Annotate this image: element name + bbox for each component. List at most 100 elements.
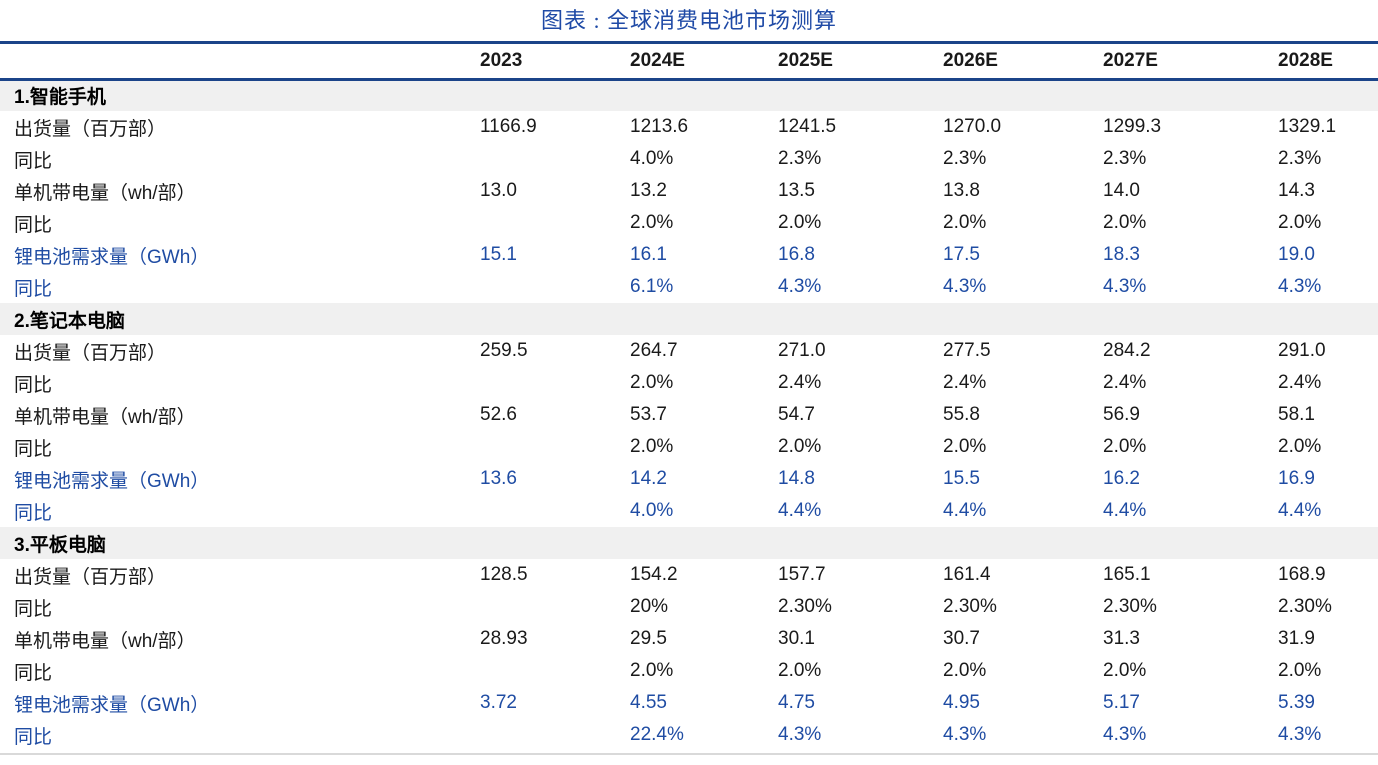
table-row-capacity: 单机带电量（wh/部） 13.0 13.2 13.5 13.8 14.0 14.…	[0, 175, 1378, 207]
cell-value: 53.7	[630, 404, 667, 425]
table-row-yoy: 同比 22.4% 4.3% 4.3% 4.3% 4.3%	[0, 719, 1378, 751]
table-row-yoy: 同比 2.0% 2.4% 2.4% 2.4% 2.4%	[0, 367, 1378, 399]
row-label: 同比	[14, 214, 53, 236]
cell-value: 2.4%	[1103, 372, 1147, 393]
cell-value: 4.55	[630, 692, 667, 713]
cell-value: 4.3%	[1103, 276, 1147, 297]
cell-value	[460, 367, 610, 399]
row-label: 锂电池需求量（GWh）	[14, 470, 210, 492]
year-header-2025e: 2025E	[778, 49, 833, 71]
cell-value: 161.4	[943, 564, 991, 585]
market-forecast-table: 2023 2024E 2025E 2026E 2027E 2028E 1.智能手…	[0, 44, 1378, 751]
cell-value: 291.0	[1278, 340, 1326, 361]
cell-value: 58.1	[1278, 404, 1315, 425]
cell-value: 277.5	[943, 340, 991, 361]
cell-value: 14.0	[1103, 180, 1140, 201]
cell-value: 4.3%	[778, 724, 822, 745]
cell-value: 16.9	[1278, 468, 1315, 489]
cell-value: 2.0%	[778, 660, 822, 681]
cell-value: 2.0%	[943, 212, 987, 233]
cell-value: 18.3	[1103, 244, 1140, 265]
cell-value: 4.3%	[943, 724, 987, 745]
cell-value: 15.5	[943, 468, 980, 489]
table-row-shipments: 出货量（百万部） 128.5 154.2 157.7 161.4 165.1 1…	[0, 559, 1378, 591]
row-label: 单机带电量（wh/部）	[14, 630, 196, 652]
cell-value: 5.39	[1278, 692, 1315, 713]
top-rule	[0, 41, 1378, 44]
table-row-capacity: 单机带电量（wh/部） 52.6 53.7 54.7 55.8 56.9 58.…	[0, 399, 1378, 431]
cell-value: 16.1	[630, 244, 667, 265]
cell-value: 2.0%	[1103, 436, 1147, 457]
row-label: 同比	[14, 374, 53, 396]
cell-value: 4.4%	[943, 500, 987, 521]
figure-title: 图表 : 全球消费电池市场测算	[540, 8, 838, 33]
cell-value: 4.75	[778, 692, 815, 713]
cell-value: 1329.1	[1278, 116, 1337, 137]
cell-value: 2.4%	[778, 372, 822, 393]
cell-value: 264.7	[630, 340, 678, 361]
cell-value: 13.2	[630, 180, 667, 201]
section-header-smartphones: 1.智能手机	[0, 79, 1378, 111]
section-title: 2.笔记本电脑	[14, 310, 125, 332]
cell-value: 2.0%	[943, 436, 987, 457]
cell-value: 2.0%	[778, 212, 822, 233]
cell-value: 2.3%	[943, 148, 987, 169]
table-row-battery-demand: 锂电池需求量（GWh） 3.72 4.55 4.75 4.95 5.17 5.3…	[0, 687, 1378, 719]
cell-value: 13.0	[480, 180, 517, 201]
table-row-yoy: 同比 4.0% 2.3% 2.3% 2.3% 2.3%	[0, 143, 1378, 175]
cell-value: 259.5	[480, 340, 528, 361]
cell-value: 16.2	[1103, 468, 1140, 489]
cell-value: 15.1	[480, 244, 517, 265]
table-row-yoy: 同比 6.1% 4.3% 4.3% 4.3% 4.3%	[0, 271, 1378, 303]
cell-value: 2.0%	[630, 372, 674, 393]
cell-value: 4.0%	[630, 148, 674, 169]
table-row-yoy: 同比 2.0% 2.0% 2.0% 2.0% 2.0%	[0, 431, 1378, 463]
cell-value: 19.0	[1278, 244, 1315, 265]
table-row-yoy: 同比 4.0% 4.4% 4.4% 4.4% 4.4%	[0, 495, 1378, 527]
cell-value: 2.30%	[1278, 596, 1332, 617]
cell-value: 1213.6	[630, 116, 689, 137]
cell-value: 4.3%	[778, 276, 822, 297]
cell-value: 157.7	[778, 564, 826, 585]
cell-value: 2.0%	[630, 436, 674, 457]
section-title: 3.平板电脑	[14, 534, 106, 556]
cell-value: 2.0%	[1103, 212, 1147, 233]
cell-value: 5.17	[1103, 692, 1140, 713]
cell-value: 6.1%	[630, 276, 674, 297]
table-row-shipments: 出货量（百万部） 1166.9 1213.6 1241.5 1270.0 129…	[0, 111, 1378, 143]
year-header-2028e: 2028E	[1278, 49, 1333, 71]
cell-value: 4.3%	[1103, 724, 1147, 745]
cell-value: 1270.0	[943, 116, 1002, 137]
cell-value: 4.3%	[1278, 724, 1322, 745]
cell-value: 168.9	[1278, 564, 1326, 585]
cell-value: 2.30%	[943, 596, 997, 617]
row-label: 同比	[14, 662, 53, 684]
section-header-tablets: 3.平板电脑	[0, 527, 1378, 559]
cell-value: 31.9	[1278, 628, 1315, 649]
table-row-yoy: 同比 20% 2.30% 2.30% 2.30% 2.30%	[0, 591, 1378, 623]
cell-value	[460, 495, 610, 527]
row-label: 同比	[14, 502, 53, 524]
cell-value: 13.5	[778, 180, 815, 201]
table-row-battery-demand: 锂电池需求量（GWh） 13.6 14.2 14.8 15.5 16.2 16.…	[0, 463, 1378, 495]
year-header-2027e: 2027E	[1103, 49, 1158, 71]
table-row-battery-demand: 锂电池需求量（GWh） 15.1 16.1 16.8 17.5 18.3 19.…	[0, 239, 1378, 271]
cell-value: 2.0%	[1278, 212, 1322, 233]
year-header-2024e: 2024E	[630, 49, 685, 71]
row-label: 同比	[14, 598, 53, 620]
cell-value	[460, 655, 610, 687]
cell-value: 1299.3	[1103, 116, 1162, 137]
cell-value: 55.8	[943, 404, 980, 425]
cell-value	[460, 207, 610, 239]
cell-value: 14.3	[1278, 180, 1315, 201]
cell-value: 2.30%	[1103, 596, 1157, 617]
row-label: 单机带电量（wh/部）	[14, 182, 196, 204]
row-label: 出货量（百万部）	[14, 566, 167, 588]
cell-value: 29.5	[630, 628, 667, 649]
cell-value: 128.5	[480, 564, 528, 585]
cell-value: 2.3%	[778, 148, 822, 169]
year-header-2026e: 2026E	[943, 49, 998, 71]
cell-value: 2.0%	[778, 436, 822, 457]
row-label: 出货量（百万部）	[14, 342, 167, 364]
year-header-empty	[0, 44, 460, 79]
